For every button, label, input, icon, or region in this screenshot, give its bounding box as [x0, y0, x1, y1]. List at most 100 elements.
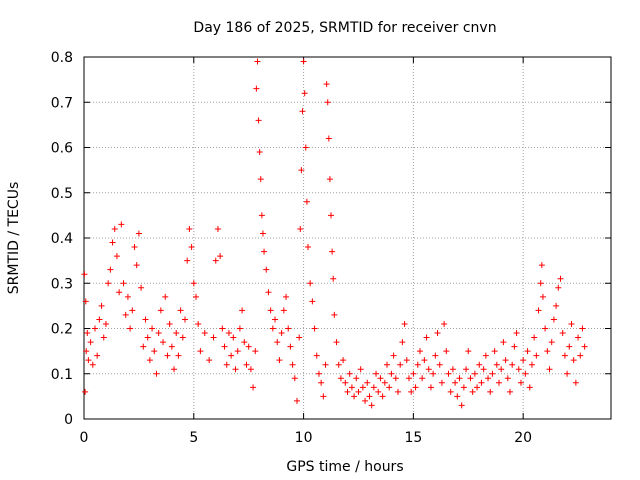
data-point [427, 384, 434, 391]
data-point [313, 352, 320, 359]
data-point [465, 348, 472, 355]
data-point [245, 343, 252, 350]
data-point [239, 307, 246, 314]
data-point [276, 357, 283, 364]
data-point [430, 370, 437, 377]
data-point [476, 361, 483, 368]
data-point [331, 311, 338, 318]
data-point [412, 384, 419, 391]
data-point [403, 357, 410, 364]
data-point [258, 212, 265, 219]
data-point [219, 325, 226, 332]
y-tick-label: 0.8 [51, 50, 73, 66]
data-point [186, 225, 193, 232]
data-point [577, 352, 584, 359]
data-point [269, 325, 276, 332]
data-point [232, 366, 239, 373]
data-point [81, 271, 88, 278]
data-points [81, 58, 588, 409]
data-point [502, 357, 509, 364]
data-point [155, 330, 162, 337]
data-point [405, 375, 412, 382]
data-point [386, 384, 393, 391]
data-point [111, 225, 118, 232]
data-point [217, 253, 224, 260]
data-point [359, 384, 366, 391]
data-point [195, 320, 202, 327]
data-point [392, 375, 399, 382]
data-point [315, 370, 322, 377]
grid-lines [84, 57, 611, 419]
data-point [568, 320, 575, 327]
data-point [368, 402, 375, 409]
data-point [214, 225, 221, 232]
y-tick-label: 0.6 [51, 141, 73, 157]
data-point [498, 366, 505, 373]
data-point [142, 316, 149, 323]
data-point [82, 388, 89, 395]
data-point [330, 275, 337, 282]
data-point [98, 302, 105, 309]
data-point [83, 348, 90, 355]
data-point [223, 361, 230, 368]
data-point [287, 343, 294, 350]
data-point [487, 388, 494, 395]
data-point [234, 348, 241, 355]
data-point [421, 357, 428, 364]
y-tick-label: 0 [64, 412, 73, 428]
data-point [140, 343, 147, 350]
data-point [351, 393, 358, 400]
data-point [201, 330, 208, 337]
data-point [300, 58, 307, 65]
data-point [482, 352, 489, 359]
data-point [320, 393, 327, 400]
data-point [434, 330, 441, 337]
data-point [89, 361, 96, 368]
data-point [188, 244, 195, 251]
data-point [177, 307, 184, 314]
data-point [496, 379, 503, 386]
data-point [419, 375, 426, 382]
y-tick-label: 0.2 [51, 322, 73, 338]
y-tick-label: 0.5 [51, 186, 73, 202]
data-point [454, 393, 461, 400]
data-point [344, 388, 351, 395]
data-point [460, 384, 467, 391]
data-point [307, 280, 314, 287]
y-axis-label: SRMTID / TECUs [6, 182, 22, 295]
data-point [513, 330, 520, 337]
data-point [291, 375, 298, 382]
data-point [443, 348, 450, 355]
data-point [333, 339, 340, 346]
data-point [85, 357, 92, 364]
data-point [533, 352, 540, 359]
data-point [105, 280, 112, 287]
data-point [322, 361, 329, 368]
data-point [298, 167, 305, 174]
data-point [285, 325, 292, 332]
data-point [225, 330, 232, 337]
data-point [138, 284, 145, 291]
data-point [84, 330, 91, 337]
data-point [328, 212, 335, 219]
data-point [190, 280, 197, 287]
data-point [100, 334, 107, 341]
data-point [179, 334, 186, 341]
x-tick-label: 15 [404, 430, 422, 446]
data-point [526, 384, 533, 391]
data-point [410, 370, 417, 377]
data-point [506, 388, 513, 395]
y-axis-ticks: 0 0.1 0.2 0.3 0.4 0.5 0.6 0.7 0.8 [51, 50, 611, 428]
data-point [236, 325, 243, 332]
data-point [247, 366, 254, 373]
y-tick-label: 0.3 [51, 276, 73, 292]
data-point [151, 348, 158, 355]
data-point [162, 293, 169, 300]
data-point [485, 375, 492, 382]
data-point [452, 379, 459, 386]
data-point [348, 384, 355, 391]
data-point [116, 289, 123, 296]
data-point [511, 343, 518, 350]
data-point [438, 379, 445, 386]
data-point [303, 198, 310, 205]
